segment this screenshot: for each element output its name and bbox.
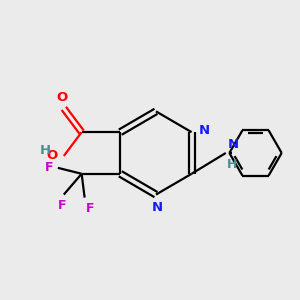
Text: H: H	[39, 143, 50, 157]
Text: F: F	[58, 199, 67, 212]
Text: F: F	[45, 161, 53, 174]
Text: H: H	[227, 158, 238, 171]
Text: N: N	[227, 139, 239, 152]
Text: O: O	[46, 149, 57, 162]
Text: O: O	[57, 91, 68, 103]
Text: F: F	[86, 202, 94, 215]
Text: N: N	[199, 124, 210, 137]
Text: N: N	[152, 201, 163, 214]
